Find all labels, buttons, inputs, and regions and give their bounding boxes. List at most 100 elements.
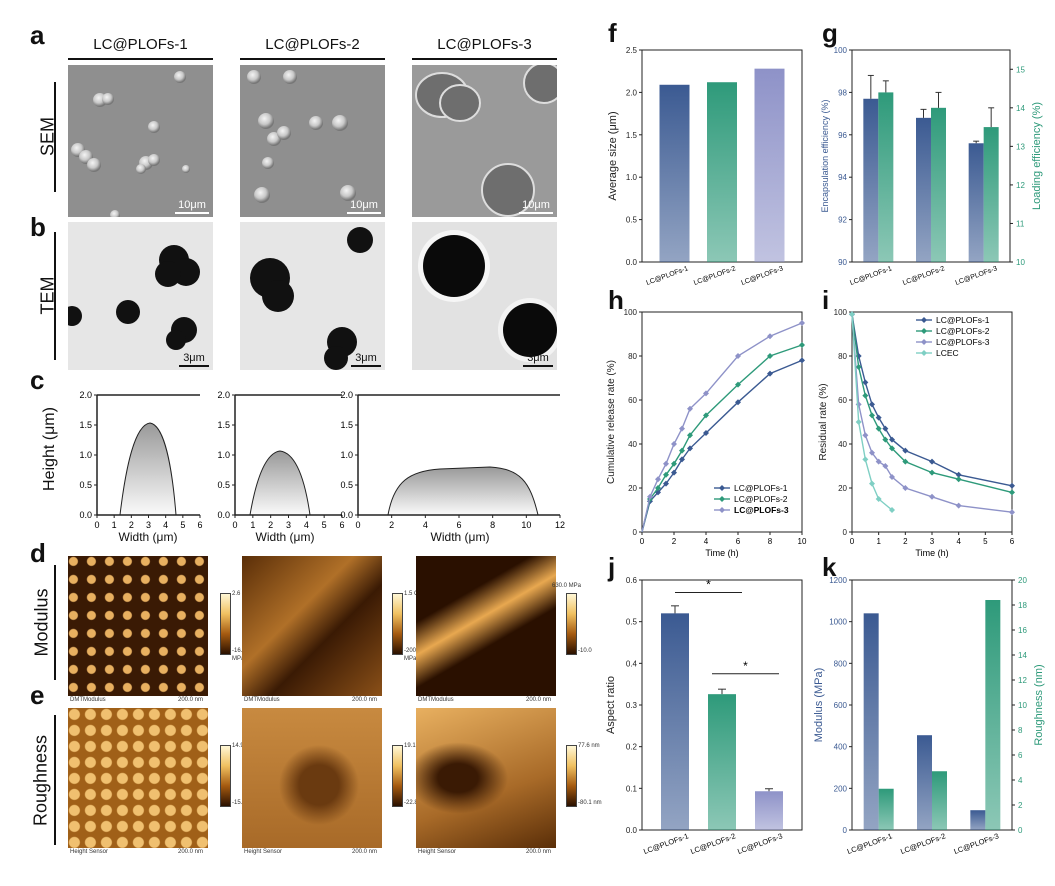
g-bar-encapsulation xyxy=(968,143,984,262)
i-point xyxy=(862,456,869,463)
c-ytick-label: 0.5 xyxy=(340,480,353,490)
row-line-tem xyxy=(54,232,56,360)
panel-label-g: g xyxy=(822,18,838,48)
column-header-line-1 xyxy=(68,58,213,60)
h-point xyxy=(735,353,741,359)
j-xtick-label: LC@PLOFs-2 xyxy=(689,831,736,856)
panel-label-a: a xyxy=(30,20,45,50)
c-xlabel-2: Width (μm) xyxy=(255,530,315,544)
afm-modulus-2 xyxy=(242,556,382,696)
f-ytick-label: 2.0 xyxy=(626,88,638,97)
j-ytick-label: 0.4 xyxy=(626,659,638,668)
c-xtick-label: 4 xyxy=(304,520,309,530)
tem-scalebar-label-2: 3μm xyxy=(355,352,377,364)
k-y2tick-label: 16 xyxy=(1018,626,1027,635)
h-ytick-label: 20 xyxy=(628,484,637,493)
f-ytick-label: 1.0 xyxy=(626,173,638,182)
afm-roughness-3 xyxy=(416,708,556,848)
i-legend-marker xyxy=(921,317,927,323)
tem-micrograph-2 xyxy=(250,227,373,370)
h-ytick-label: 0 xyxy=(633,528,638,537)
h-point xyxy=(799,342,805,348)
afm-roughness-scale-2: 200.0 nm xyxy=(352,849,378,855)
j-ytick-label: 0.0 xyxy=(626,826,638,835)
h-point xyxy=(735,381,741,388)
h-ytick-label: 60 xyxy=(628,396,637,405)
c-xtick-label: 6 xyxy=(456,520,461,530)
afm-modulus-scale-3: 200.0 nm xyxy=(526,697,552,703)
panel-label-i: i xyxy=(822,285,830,315)
c-xtick-label: 0 xyxy=(94,520,99,530)
column-header-3: LC@PLOFs-3 xyxy=(437,36,532,53)
h-xtick-label: 2 xyxy=(672,537,677,546)
i-ytick-label: 40 xyxy=(838,440,847,449)
j-ylabel: Aspect ratio xyxy=(605,676,617,734)
c-ytick-label: 1.5 xyxy=(217,420,230,430)
c-xtick-label: 3 xyxy=(286,520,291,530)
j-ytick-label: 0.1 xyxy=(626,784,638,793)
g-y2tick-label: 10 xyxy=(1016,258,1025,267)
k-ytick-label: 800 xyxy=(834,659,848,668)
h-point xyxy=(735,399,741,406)
c-ytick-label: 1.0 xyxy=(217,450,230,460)
column-header-1: LC@PLOFs-1 xyxy=(93,36,188,53)
height-profile-1 xyxy=(96,394,200,516)
h-plot-frame xyxy=(641,311,803,533)
panel-label-c: c xyxy=(30,365,45,395)
i-point xyxy=(875,414,882,421)
afm-modulus-min-1: -16.9 xyxy=(232,648,246,654)
row-line-modulus xyxy=(54,565,56,680)
afm-modulus-unit-2: MPa xyxy=(404,656,417,662)
c-xtick-label: 0 xyxy=(355,520,360,530)
i-xtick-label: 0 xyxy=(850,537,855,546)
i-point xyxy=(875,425,882,432)
c-ytick-label: 0.0 xyxy=(79,510,92,520)
i-point xyxy=(882,463,889,469)
h-point xyxy=(655,476,661,483)
height-profile-3 xyxy=(357,394,560,516)
afm-roughness-max-3: 77.6 nm xyxy=(578,743,600,749)
tem-image-3: 3μm xyxy=(412,222,557,370)
f-bar xyxy=(707,82,737,262)
i-xlabel: Time (h) xyxy=(915,548,948,558)
h-point xyxy=(687,405,693,412)
h-legend-label: LC@PLOFs-1 xyxy=(734,483,788,493)
h-ytick-label: 40 xyxy=(628,440,637,449)
i-legend-label: LC@PLOFs-3 xyxy=(936,337,990,347)
i-legend-marker xyxy=(921,339,927,345)
k-ytick-label: 1000 xyxy=(829,618,847,627)
chart-h-release: 0 20 40 60 80 100 Cumulative release rate (%) 0… xyxy=(606,308,807,558)
panel-label-f: f xyxy=(608,18,617,48)
i-xtick-label: 1 xyxy=(876,537,881,546)
c-ytick-label: 2.0 xyxy=(340,390,353,400)
g-ytick-label: 96 xyxy=(838,131,847,140)
c-ytick-label: 1.0 xyxy=(79,450,92,460)
g-y2tick-label: 15 xyxy=(1016,65,1025,74)
c-ytick-label: 1.5 xyxy=(340,420,353,430)
tem-micrograph-3 xyxy=(418,230,557,362)
i-xtick-label: 4 xyxy=(956,537,961,546)
k-bar-modulus xyxy=(917,735,932,830)
i-point xyxy=(889,474,895,480)
row-line-roughness xyxy=(54,715,56,845)
i-point xyxy=(955,476,962,483)
panel-label-d: d xyxy=(30,538,46,568)
h-point xyxy=(767,370,773,377)
g-xtick-label: LC@PLOFs-2 xyxy=(902,265,946,287)
c-xtick-label: 4 xyxy=(423,520,428,530)
chart-g-efficiency: 90 92 94 96 98 100 Encapsulation efficiency (%… xyxy=(820,46,1043,287)
i-ytick-label: 60 xyxy=(838,396,847,405)
k-xtick-label: LC@PLOFs-3 xyxy=(953,831,1000,856)
h-point xyxy=(799,320,805,326)
sem-image-1: 10μm xyxy=(68,65,213,217)
h-xlabel: Time (h) xyxy=(705,548,738,558)
i-point xyxy=(862,392,869,399)
k-y2tick-label: 2 xyxy=(1018,801,1023,810)
i-point xyxy=(875,496,882,502)
g-bar-loading xyxy=(983,127,999,262)
j-ytick-label: 0.6 xyxy=(626,576,638,585)
afm-modulus-channel-1: DMTModulus xyxy=(70,697,106,703)
f-xtick-label: LC@PLOFs-3 xyxy=(740,265,784,287)
panel-label-b: b xyxy=(30,212,46,242)
i-point xyxy=(855,364,862,370)
